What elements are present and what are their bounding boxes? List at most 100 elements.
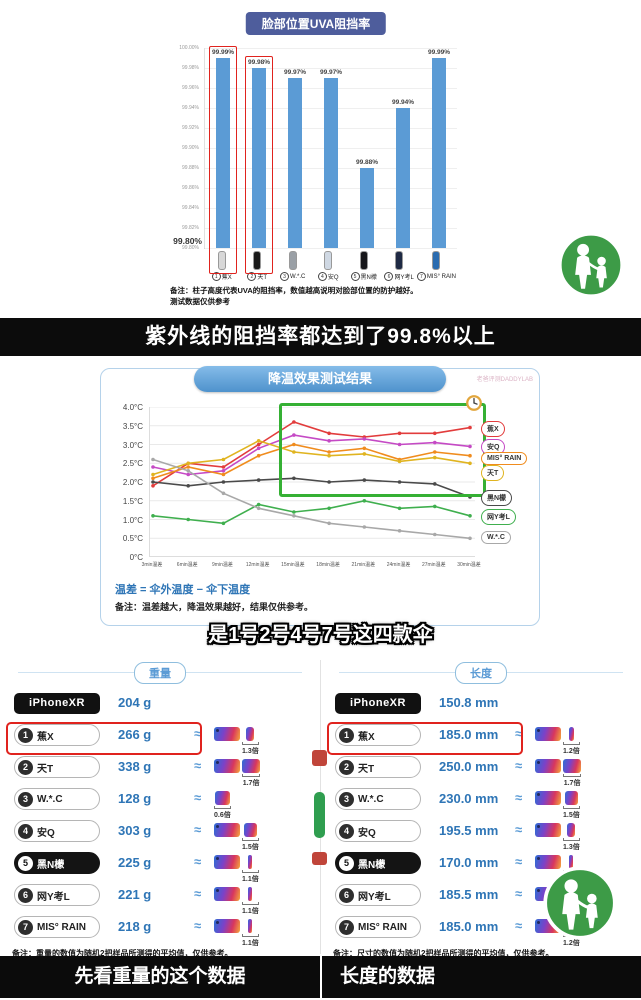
iphone-partial-icon	[564, 791, 578, 805]
table-row: 7 MIS° RAIN 218 g ≈1.1倍	[0, 912, 320, 947]
y-tick-label: 1.5°C	[122, 496, 143, 506]
partial-phone-group: 1.7倍	[242, 759, 261, 788]
y-tick-label: 100.00%	[179, 45, 199, 51]
partial-phone-group: 1.3倍	[563, 823, 580, 852]
legend-item: W.*.C	[481, 531, 511, 545]
table-row: 4 安Q 195.5 mm ≈1.3倍	[321, 816, 641, 851]
approx-symbol: ≈	[515, 758, 523, 773]
product-name: 蕉X	[37, 731, 54, 743]
partial-phone-group: 1.1倍	[242, 919, 259, 948]
approx-symbol: ≈	[194, 886, 202, 901]
number-badge: 2	[18, 759, 33, 775]
table-row: 2 天T 338 g ≈1.7倍	[0, 752, 320, 787]
multiplier-label: 1.2倍	[563, 940, 580, 947]
iphone-icon	[214, 887, 240, 901]
bar-value-label: 99.97%	[283, 69, 307, 76]
y-tick-label: 3.5°C	[122, 421, 143, 431]
product-name: 安Q	[358, 827, 376, 839]
number-badge: 3	[339, 791, 354, 807]
y-tick-label: 99.94%	[182, 105, 199, 111]
iphone-icon	[214, 855, 240, 869]
product-name: MIS° RAIN	[37, 921, 86, 933]
uva-chart-title: 脸部位置UVA阻挡率	[245, 12, 387, 35]
bar-column: 99.99%	[421, 48, 457, 248]
umbrella-thumb-icon	[288, 251, 297, 270]
approx-symbol: ≈	[194, 726, 202, 741]
weight-table-note: 备注：重量的数值为随机2把样品所测得的平均值，仅供参考。	[12, 949, 233, 958]
partial-phone-group: 1.2倍	[563, 727, 580, 756]
product-name: W.*.C	[358, 793, 384, 805]
phone-comparison: 1.1倍	[214, 887, 259, 916]
number-badge: 6	[18, 887, 33, 903]
multiplier-label: 1.1倍	[242, 940, 259, 947]
product-pill: 1 蕉X	[335, 724, 421, 746]
reference-row: iPhoneXR 204 g	[0, 688, 320, 720]
gridline	[205, 248, 457, 249]
table-row: 7 MIS° RAIN 185.0 mm ≈1.2倍	[321, 912, 641, 947]
table-row: 1 蕉X 266 g ≈1.3倍	[0, 720, 320, 755]
caption-best-four: 是1号2号4号7号这四款伞	[208, 624, 433, 646]
iphone-icon	[214, 823, 240, 837]
number-badge: 3	[18, 791, 33, 807]
multiplier-brace	[563, 838, 580, 841]
product-name: W.*.C	[37, 793, 63, 805]
cooling-line-svg	[150, 406, 475, 558]
measurement-value: 338 g	[118, 759, 152, 774]
product-name: 安Q	[37, 827, 55, 839]
bar-value-label: 99.98%	[247, 59, 271, 66]
bar-column: 99.94%	[385, 48, 421, 248]
legend-item: MIS° RAIN	[481, 452, 528, 466]
temperature-formula: 温差 = 伞外温度 − 伞下温度	[115, 584, 251, 596]
approx-symbol: ≈	[194, 918, 202, 933]
phone-comparison: 1.3倍	[535, 823, 580, 852]
measurement-value: 266 g	[118, 727, 152, 742]
iphone-icon	[214, 727, 240, 741]
x-category-label: 5 黑N檬	[350, 272, 377, 281]
iphone-partial-icon	[569, 855, 574, 869]
bar	[396, 108, 410, 248]
divider-decor-green	[314, 792, 325, 838]
measurement-value: 230.0 mm	[439, 791, 499, 806]
phone-comparison: 1.5倍	[214, 823, 259, 852]
length-table-header-row: 长度	[321, 662, 641, 684]
x-category-label: 2 天T	[247, 272, 267, 281]
multiplier-brace	[242, 902, 259, 905]
multiplier-label: 1.5倍	[563, 812, 580, 819]
product-pill: 7 MIS° RAIN	[14, 916, 100, 938]
x-tick-label: 27min温差	[421, 562, 446, 568]
camera-dot	[216, 921, 219, 924]
phone-comparison: 1.1倍	[214, 855, 259, 884]
y-tick-label: 99.96%	[182, 85, 199, 91]
multiplier-brace	[242, 838, 259, 841]
bar-column: 99.88%	[349, 48, 385, 248]
multiplier-label: 1.5倍	[242, 844, 259, 851]
circled-number: 5	[350, 272, 360, 281]
y-tick-label: 99.92%	[182, 125, 199, 131]
approx-symbol: ≈	[515, 918, 523, 933]
caption-length-data: 长度的数据	[322, 956, 641, 998]
number-badge: 7	[339, 919, 354, 935]
iphone-badge: iPhoneXR	[14, 693, 100, 714]
weight-table-header-row: 重量	[0, 662, 320, 684]
number-badge: 7	[18, 919, 33, 935]
phone-comparison: 1.5倍	[535, 791, 580, 820]
table-row: 1 蕉X 185.0 mm ≈1.2倍	[321, 720, 641, 755]
camera-dot	[537, 889, 540, 892]
y-tick-label: 99.84%	[182, 205, 199, 211]
multiplier-brace	[242, 774, 261, 777]
umbrella-thumb-icon	[324, 251, 333, 270]
bar	[252, 68, 266, 248]
uva-x-axis: 1 蕉X 2 天T 3 W.*.C 4 安Q 5 黑N檬 6 网Y考L 7 MIS° RAIN	[204, 251, 456, 281]
product-pill: 4 安Q	[14, 820, 100, 842]
x-category: 6 网Y考L	[381, 251, 416, 281]
multiplier-brace	[242, 934, 259, 937]
y-tick-label: 99.88%	[182, 165, 199, 171]
category-name: 天T	[257, 275, 268, 281]
uva-note: 备注：柱子高度代表UVA的阻挡率，数值越高说明对脸部位置的防护越好。 测试数据仅…	[170, 286, 464, 308]
category-name: W.*.C	[290, 273, 306, 280]
camera-dot	[537, 857, 540, 860]
uva-chart-card: 脸部位置UVA阻挡率 100.00% 99.98% 99.96% 99.94% 99.9…	[168, 8, 464, 314]
product-name: 天T	[37, 763, 54, 775]
parent-child-brand-logo-icon	[543, 866, 617, 940]
caption-uv-blocking: 紫外线的阻挡率都达到了99.8%以上	[0, 318, 641, 356]
